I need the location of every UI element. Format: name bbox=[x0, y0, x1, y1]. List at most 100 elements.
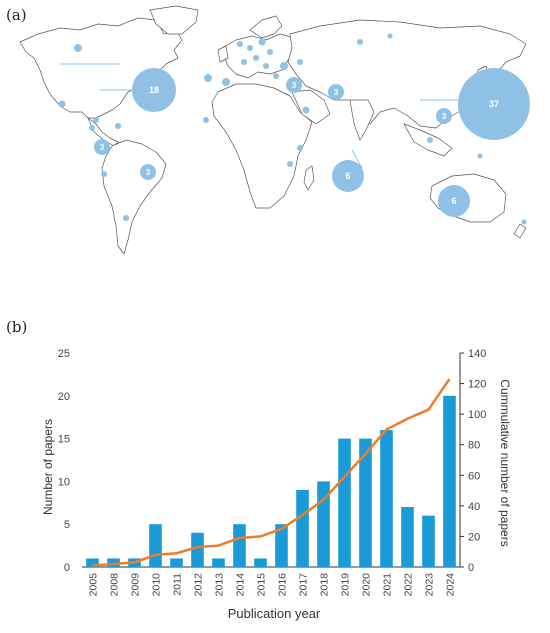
y-axis-label: Number of papers bbox=[41, 419, 55, 515]
x-tick-label: 2013 bbox=[214, 573, 226, 597]
south-america-outline bbox=[101, 139, 167, 255]
x-tick-label: 2024 bbox=[445, 573, 457, 597]
country-bubble bbox=[387, 33, 393, 39]
bar-2019 bbox=[338, 438, 351, 567]
bar-2005 bbox=[86, 558, 99, 567]
bar-2023 bbox=[422, 515, 435, 567]
bar-2015 bbox=[254, 558, 267, 567]
x-tick-label: 2022 bbox=[403, 573, 415, 597]
x-tick-label: 2019 bbox=[340, 573, 352, 597]
x-tick-label: 2009 bbox=[130, 573, 142, 597]
x-tick-label: 2014 bbox=[235, 573, 247, 597]
right-tick-label: 100 bbox=[468, 409, 486, 421]
line-series bbox=[92, 378, 451, 567]
bar-2021 bbox=[380, 430, 393, 567]
country-bubble-labeled bbox=[332, 160, 364, 192]
country-bubble bbox=[297, 59, 303, 65]
country-bubble bbox=[302, 106, 310, 114]
country-bubble-labeled bbox=[140, 164, 156, 180]
bubble-count-label: 37 bbox=[489, 99, 499, 109]
x-tick-label: 2023 bbox=[424, 573, 436, 597]
world-map: 37 18 6 6 3 3 3 3 3 bbox=[19, 5, 530, 255]
bubble-count-label: 6 bbox=[345, 171, 350, 181]
country-bubble bbox=[477, 153, 483, 159]
country-bubble bbox=[93, 117, 99, 123]
bar-2017 bbox=[296, 489, 309, 567]
country-bubble-labeled bbox=[328, 84, 344, 100]
country-bubble bbox=[287, 161, 293, 167]
africa-outline bbox=[211, 83, 313, 209]
bubble-count-label: 18 bbox=[149, 85, 159, 95]
country-bubble bbox=[258, 38, 266, 46]
bar-2022 bbox=[401, 507, 414, 567]
country-bubble bbox=[101, 171, 107, 177]
bar-2014 bbox=[233, 524, 246, 567]
country-bubble-labeled bbox=[286, 77, 302, 93]
continent-outlines bbox=[19, 5, 527, 255]
bar-2012 bbox=[191, 532, 204, 567]
x-tick-label: 2015 bbox=[256, 573, 268, 597]
x-axis-ticks: 2005 2008 2009 2010 2011 2012 2013 2014 2015 2016… bbox=[88, 573, 457, 597]
country-bubble bbox=[203, 117, 209, 123]
country-bubble bbox=[115, 123, 121, 129]
central-america-outline bbox=[87, 117, 119, 147]
x-tick-label: 2020 bbox=[361, 573, 373, 597]
x-tick-label: 2017 bbox=[298, 573, 310, 597]
bar-2011 bbox=[170, 558, 183, 567]
x-tick-label: 2005 bbox=[88, 573, 100, 597]
bubble-count-label: 3 bbox=[146, 168, 151, 177]
country-bubble-labeled bbox=[438, 185, 470, 217]
x-tick-label: 2011 bbox=[172, 573, 184, 596]
country-bubble-labeled bbox=[132, 68, 176, 112]
right-tick-label: 0 bbox=[468, 562, 474, 574]
panel-label-b: (b) bbox=[6, 318, 28, 336]
bubble-count-label: 3 bbox=[100, 143, 105, 152]
country-bubble bbox=[241, 59, 247, 65]
bar-2010 bbox=[149, 524, 162, 567]
country-bubble bbox=[357, 39, 363, 45]
arabia-outline bbox=[291, 89, 331, 125]
country-bubble bbox=[263, 63, 269, 69]
x-tick-label: 2021 bbox=[382, 573, 394, 597]
right-tick-label: 80 bbox=[468, 440, 480, 452]
country-bubble bbox=[89, 125, 95, 131]
country-bubble bbox=[280, 62, 288, 70]
x-tick-label: 2010 bbox=[151, 573, 163, 597]
bar-2024 bbox=[443, 395, 456, 567]
right-tick-label: 20 bbox=[468, 531, 480, 543]
bar-series bbox=[86, 395, 456, 567]
y2-axis-label: Cummulative number of papers bbox=[498, 379, 512, 546]
chart-axes bbox=[82, 353, 461, 568]
country-bubble bbox=[74, 44, 82, 52]
bubble-count-label: 3 bbox=[292, 81, 297, 90]
cumulative-line bbox=[92, 378, 451, 567]
country-bubble bbox=[123, 215, 129, 221]
india-outline bbox=[349, 99, 375, 141]
x-tick-label: 2008 bbox=[109, 573, 121, 597]
bubble-count-label: 3 bbox=[442, 112, 447, 121]
left-tick-label: 10 bbox=[58, 476, 70, 488]
right-axis-ticks: 0 20 40 60 80 100 120 140 bbox=[460, 348, 486, 574]
left-tick-label: 15 bbox=[58, 434, 70, 446]
country-bubble-labeled bbox=[458, 68, 530, 140]
bar-2016 bbox=[275, 524, 288, 567]
madagascar-outline bbox=[303, 165, 315, 191]
x-axis-label: Publication year bbox=[228, 606, 321, 621]
country-bubble-labeled bbox=[94, 139, 110, 155]
uk-outline bbox=[217, 45, 229, 63]
left-tick-label: 5 bbox=[64, 519, 70, 531]
country-bubble bbox=[427, 137, 433, 143]
country-bubble bbox=[253, 55, 259, 61]
bubble-count-label: 6 bbox=[451, 196, 456, 206]
new-zealand-outline bbox=[513, 223, 527, 239]
labeled-bubbles: 37 18 6 6 3 3 3 3 3 bbox=[94, 68, 530, 217]
x-tick-label: 2012 bbox=[193, 573, 205, 597]
left-axis-ticks: 0 5 10 15 20 25 bbox=[58, 348, 70, 574]
bar-2013 bbox=[212, 558, 225, 567]
left-tick-label: 20 bbox=[58, 391, 70, 403]
x-tick-label: 2016 bbox=[277, 573, 289, 597]
country-bubble bbox=[267, 49, 273, 55]
left-tick-label: 25 bbox=[58, 348, 70, 360]
country-bubble-labeled bbox=[436, 108, 452, 124]
small-bubbles bbox=[58, 33, 527, 225]
